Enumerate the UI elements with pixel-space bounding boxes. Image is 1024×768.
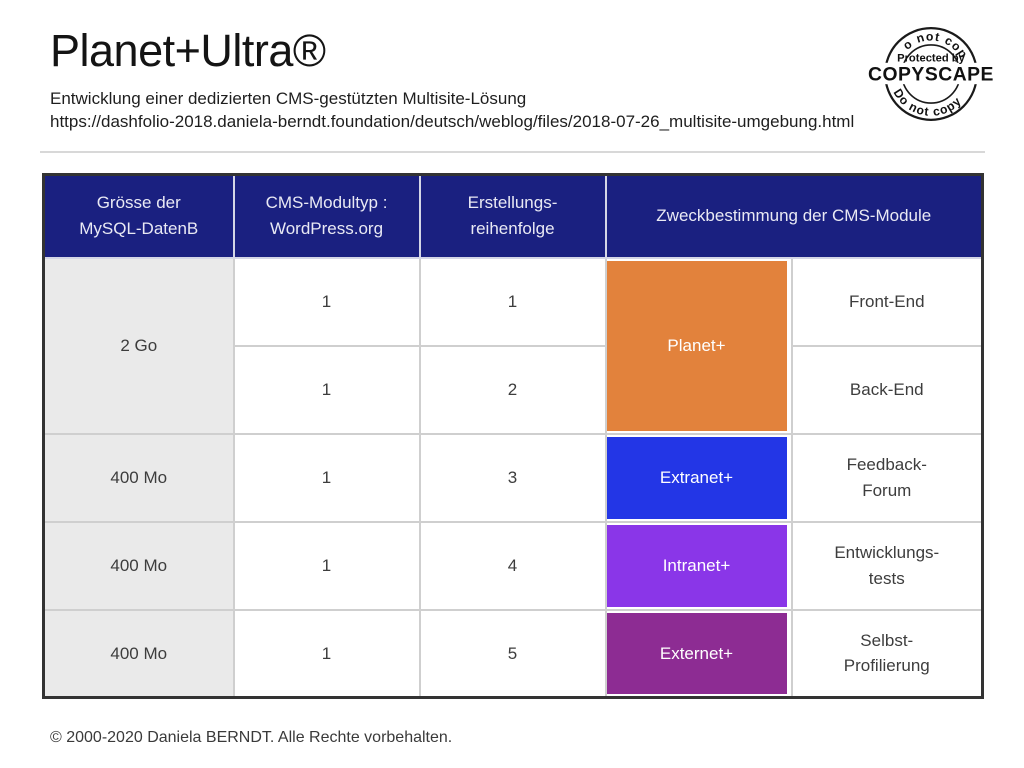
page-header: Planet+Ultra® Entwicklung einer dedizier… <box>50 26 854 133</box>
table-row: 400 Mo 1 4 Intranet+ Entwicklungs- tests <box>42 520 984 611</box>
table-header-row: Grösse der MySQL-DatenB CMS-Modultyp : W… <box>42 173 984 259</box>
col-header-purpose: Zweckbestimmung der CMS-Module <box>604 173 984 259</box>
creation-order-cell: 1 <box>418 256 607 347</box>
purpose-cell: Entwicklungs- tests <box>790 520 984 611</box>
col-header-db-size: Grösse der MySQL-DatenB <box>42 173 235 259</box>
module-type-cell: 1 <box>232 344 421 435</box>
creation-order-cell: 2 <box>418 344 607 435</box>
module-label-intranet: Intranet+ <box>606 524 787 607</box>
module-cell-planet: Planet+ <box>604 256 793 435</box>
table-row: 2 Go 1 1 Planet+ Front-End <box>42 256 984 435</box>
module-type-cell: 1 <box>232 432 421 523</box>
db-size-cell: 400 Mo <box>42 608 235 699</box>
purpose-cell: Back-End <box>790 344 984 435</box>
db-size-cell: 400 Mo <box>42 520 235 611</box>
module-cell-intranet: Intranet+ <box>604 520 793 611</box>
creation-order-cell: 3 <box>418 432 607 523</box>
module-label-externet: Externet+ <box>606 612 787 694</box>
header-divider <box>40 151 985 153</box>
table-row: 400 Mo 1 5 Externet+ Selbst- Profilierun… <box>42 608 984 699</box>
module-type-cell: 1 <box>232 608 421 699</box>
col-header-module-type: CMS-Modultyp : WordPress.org <box>232 173 421 259</box>
db-size-cell: 400 Mo <box>42 432 235 523</box>
db-size-cell: 2 Go <box>42 256 235 435</box>
seal-copyscape-text: COPYSCAPE <box>868 64 994 86</box>
module-cell-extranet: Extranet+ <box>604 432 793 523</box>
module-cell-externet: Externet+ <box>604 608 793 699</box>
copyscape-seal-icon: Do not copy Do not copy Protected by COP… <box>858 0 1001 124</box>
copyscape-seal: Do not copy Do not copy Protected by COP… <box>858 0 1004 130</box>
purpose-cell: Front-End <box>790 256 984 347</box>
page-title: Planet+Ultra® <box>50 25 326 76</box>
copyright-text: © 2000-2020 Daniela BERNDT. Alle Rechte … <box>50 729 453 746</box>
module-type-cell: 1 <box>232 256 421 347</box>
creation-order-cell: 4 <box>418 520 607 611</box>
table-row: 1 2 Back-End <box>44 344 984 435</box>
purpose-cell: Selbst- Profilierung <box>790 608 984 699</box>
cms-multisite-table: Grösse der MySQL-DatenB CMS-Modultyp : W… <box>42 173 985 699</box>
table-row: 400 Mo 1 3 Extranet+ Feedback- Forum <box>42 432 984 523</box>
module-label-extranet: Extranet+ <box>606 436 787 519</box>
creation-order-cell: 5 <box>418 608 607 699</box>
page-url-text: https://dashfolio-2018.daniela-berndt.fo… <box>50 111 855 131</box>
module-type-cell: 1 <box>232 520 421 611</box>
purpose-cell: Feedback- Forum <box>790 432 984 523</box>
seal-protected-by-text: Protected by <box>897 52 966 64</box>
page-subtitle: Entwicklung einer dedizierten CMS-gestüt… <box>50 88 527 108</box>
module-label-planet: Planet+ <box>606 260 787 431</box>
col-header-creation-order: Erstellungs- reihenfolge <box>418 173 607 259</box>
